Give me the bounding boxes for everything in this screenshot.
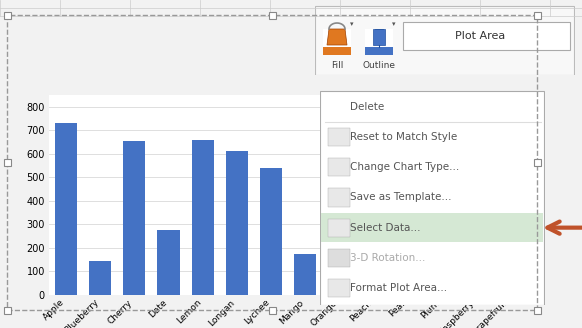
Bar <box>3 11 10 18</box>
Bar <box>365 47 393 55</box>
Bar <box>328 128 350 146</box>
Text: ▾: ▾ <box>392 21 396 27</box>
Bar <box>89 261 111 295</box>
Bar <box>123 141 146 295</box>
Text: Fill: Fill <box>331 61 343 70</box>
Text: Delete: Delete <box>350 102 384 112</box>
Text: Change Chart Type...: Change Chart Type... <box>350 162 459 172</box>
Bar <box>534 11 541 18</box>
Bar <box>55 123 77 295</box>
Polygon shape <box>373 29 385 45</box>
Text: Plot Area: Plot Area <box>455 31 506 41</box>
Bar <box>403 22 570 50</box>
Bar <box>328 279 350 297</box>
Bar <box>157 230 180 295</box>
Text: 3-D Rotation...: 3-D Rotation... <box>350 253 425 263</box>
Text: ▾: ▾ <box>350 21 353 27</box>
Bar <box>328 249 350 267</box>
Polygon shape <box>327 29 347 45</box>
Bar <box>294 254 316 295</box>
Bar <box>464 210 487 295</box>
Bar <box>328 189 350 207</box>
Bar <box>328 218 350 237</box>
Text: Select Data...: Select Data... <box>350 223 421 233</box>
Text: Format Plot Area...: Format Plot Area... <box>350 283 447 293</box>
Polygon shape <box>560 34 565 38</box>
Bar <box>499 288 521 295</box>
Text: Outline: Outline <box>363 61 396 70</box>
Bar <box>3 159 10 166</box>
Bar <box>323 29 351 55</box>
Bar <box>226 152 248 295</box>
Bar <box>260 168 282 295</box>
Bar <box>534 159 541 166</box>
Bar <box>7 15 537 310</box>
Bar <box>268 306 275 314</box>
Text: Save as Template...: Save as Template... <box>350 193 452 202</box>
Bar <box>321 213 543 242</box>
Bar <box>191 140 214 295</box>
Bar <box>268 11 275 18</box>
Bar <box>328 158 350 176</box>
Text: Reset to Match Style: Reset to Match Style <box>350 132 457 142</box>
Bar <box>3 306 10 314</box>
Bar <box>365 29 393 55</box>
Bar <box>323 47 351 55</box>
Bar <box>534 306 541 314</box>
